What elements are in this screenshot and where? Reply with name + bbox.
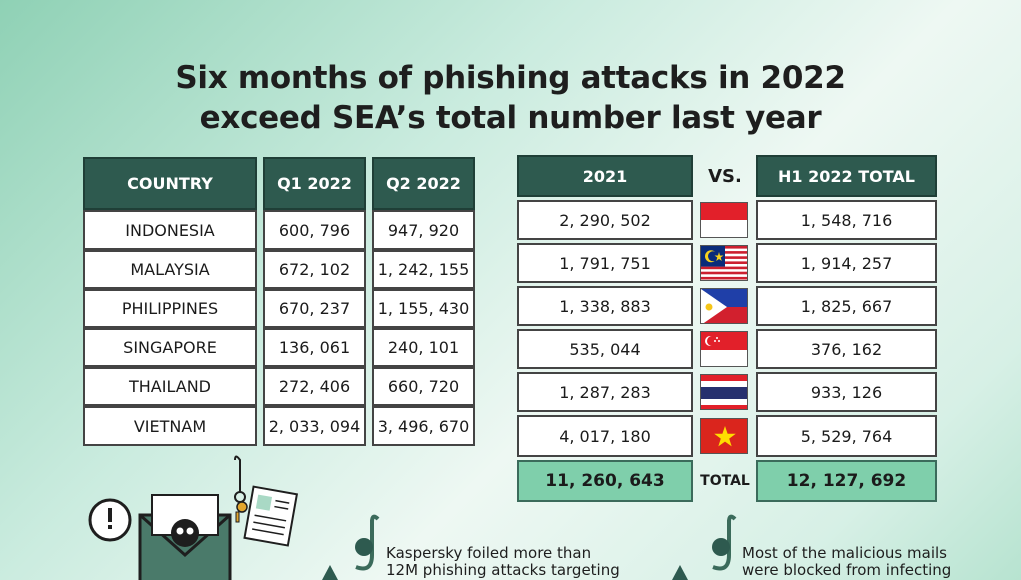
- header-q2-2022: Q2 2022: [372, 157, 475, 210]
- country-cell: PHILIPPINES: [83, 289, 257, 328]
- title-line-1: Six months of phishing attacks in 2022: [175, 60, 846, 96]
- total-2021: 11, 260, 643: [517, 460, 693, 502]
- bottom-text-kaspersky: Kaspersky foiled more than 12M phishing …: [386, 545, 646, 579]
- id-card-icon: [243, 485, 299, 547]
- skull-icon: [171, 519, 199, 547]
- fishing-hook-icon: [234, 455, 241, 493]
- q2-cell: 1, 155, 430: [372, 289, 475, 328]
- thailand-flag-icon: [700, 374, 748, 410]
- total-label: TOTAL: [700, 473, 750, 489]
- singapore-flag-icon: [700, 331, 748, 367]
- q2-cell: 1, 242, 155: [372, 250, 475, 289]
- value-h1-cell: 1, 914, 257: [756, 243, 937, 283]
- value-2021-cell: 535, 044: [517, 329, 693, 369]
- q2-cell: 660, 720: [372, 367, 475, 406]
- bottom-text-mails-line1: Most of the malicious mails: [742, 544, 947, 562]
- value-2021-cell: 1, 287, 283: [517, 372, 693, 412]
- country-cell: INDONESIA: [83, 210, 257, 250]
- header-h1-2022-total: H1 2022 TOTAL: [756, 155, 937, 197]
- value-h1-cell: 376, 162: [756, 329, 937, 369]
- country-cell: MALAYSIA: [83, 250, 257, 289]
- bottom-text-kaspersky-line1: Kaspersky foiled more than: [386, 544, 592, 562]
- bottom-text-mails: Most of the malicious mails were blocked…: [742, 545, 1002, 579]
- q2-cell: 3, 496, 670: [372, 406, 475, 446]
- value-h1-cell: 1, 825, 667: [756, 286, 937, 326]
- value-2021-cell: 1, 791, 751: [517, 243, 693, 283]
- country-cell: SINGAPORE: [83, 328, 257, 367]
- q2-cell: 947, 920: [372, 210, 475, 250]
- q1-cell: 272, 406: [263, 367, 366, 406]
- total-h1-2022: 12, 127, 692: [756, 460, 937, 502]
- value-2021-cell: 2, 290, 502: [517, 200, 693, 240]
- key-icon: [236, 501, 248, 513]
- value-2021-cell: 1, 338, 883: [517, 286, 693, 326]
- header-2021: 2021: [517, 155, 693, 197]
- country-cell: VIETNAM: [83, 406, 257, 446]
- header-country: COUNTRY: [83, 157, 257, 210]
- bottom-text-mails-line2: were blocked from infecting: [742, 561, 952, 579]
- q1-cell: 2, 033, 094: [263, 406, 366, 446]
- page-title: Six months of phishing attacks in 2022 e…: [0, 58, 1021, 138]
- q1-cell: 136, 061: [263, 328, 366, 367]
- q1-cell: 672, 102: [263, 250, 366, 289]
- q1-cell: 670, 237: [263, 289, 366, 328]
- vietnam-flag-icon: [700, 418, 748, 454]
- philippines-flag-icon: [700, 288, 748, 324]
- q1-cell: 600, 796: [263, 210, 366, 250]
- value-h1-cell: 933, 126: [756, 372, 937, 412]
- title-line-2: exceed SEA’s total number last year: [199, 100, 822, 136]
- bottom-text-kaspersky-line2: 12M phishing attacks targeting: [386, 561, 620, 579]
- header-q1-2022: Q1 2022: [263, 157, 366, 210]
- value-h1-cell: 1, 548, 716: [756, 200, 937, 240]
- bottom-illustration: [0, 455, 1021, 580]
- phishing-illustration: [88, 455, 737, 580]
- q2-cell: 240, 101: [372, 328, 475, 367]
- value-2021-cell: 4, 017, 180: [517, 415, 693, 457]
- malaysia-flag-icon: [700, 245, 748, 281]
- value-h1-cell: 5, 529, 764: [756, 415, 937, 457]
- indonesia-flag-icon: [700, 202, 748, 238]
- vs-label: VS.: [708, 165, 742, 187]
- country-cell: THAILAND: [83, 367, 257, 406]
